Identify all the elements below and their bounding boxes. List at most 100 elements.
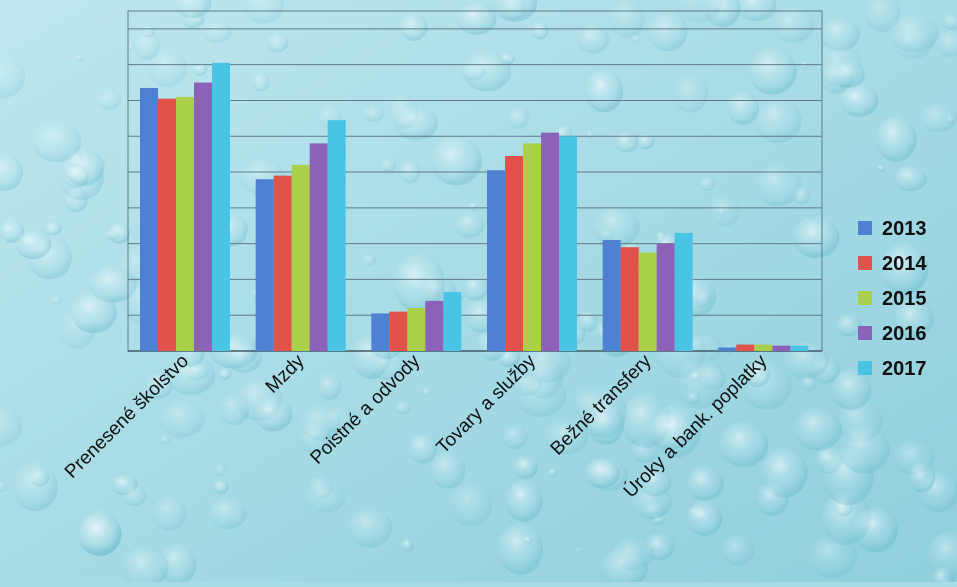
droplet: [832, 369, 872, 410]
droplet: [32, 122, 81, 162]
droplet: [161, 435, 170, 445]
droplet: [648, 11, 687, 51]
droplet: [394, 106, 438, 140]
bar-2015-2: [407, 308, 425, 351]
droplet: [532, 21, 549, 39]
droplet: [836, 314, 862, 337]
droplet: [97, 90, 121, 110]
droplet: [209, 497, 247, 529]
legend-label: 2013: [882, 218, 927, 240]
bar-2014-1: [274, 176, 292, 351]
droplet: [50, 296, 62, 306]
bar-2017-3: [559, 136, 577, 351]
legend-swatch: [858, 361, 872, 375]
legend-swatch: [858, 256, 872, 270]
droplet: [348, 507, 393, 547]
legend-label: 2016: [882, 323, 927, 345]
droplet: [215, 464, 226, 476]
droplet: [686, 467, 723, 501]
bar-2017-5: [790, 346, 808, 351]
bar-2015-3: [523, 143, 541, 351]
droplet: [381, 158, 396, 172]
droplet: [601, 229, 613, 240]
bar-2014-2: [389, 312, 407, 351]
droplet: [422, 387, 432, 397]
droplet: [548, 468, 557, 477]
droplet: [498, 524, 543, 575]
droplet: [400, 14, 428, 41]
droplet: [450, 483, 493, 527]
legend-label: 2014: [882, 253, 927, 275]
droplet: [79, 515, 122, 556]
bar-2014-4: [621, 247, 639, 351]
droplet: [214, 480, 229, 494]
droplet: [13, 461, 58, 511]
droplet: [401, 539, 413, 551]
droplet: [793, 217, 840, 259]
droplet: [74, 55, 83, 62]
droplet: [909, 463, 935, 493]
droplet: [727, 91, 759, 125]
droplet: [748, 48, 797, 94]
droplet: [756, 482, 789, 515]
droplet: [514, 456, 538, 479]
droplet: [306, 483, 346, 513]
droplet: [794, 187, 810, 206]
legend-swatch: [858, 221, 872, 235]
bar-2015-1: [292, 165, 310, 351]
droplet: [267, 33, 289, 53]
bar-2017-0: [212, 63, 230, 351]
bar-2013-3: [487, 170, 505, 351]
bar-2013-1: [256, 179, 274, 351]
droplet: [610, 0, 645, 38]
droplet: [585, 70, 623, 112]
droplet: [794, 408, 842, 450]
legend-swatch: [858, 291, 872, 305]
droplet: [45, 222, 62, 235]
droplet: [125, 43, 135, 51]
droplet: [756, 164, 802, 207]
droplet: [876, 116, 917, 162]
legend-swatch: [858, 326, 872, 340]
bar-2014-5: [736, 345, 754, 351]
droplet: [506, 480, 543, 522]
droplet: [108, 223, 130, 244]
bar-2016-1: [310, 143, 328, 351]
droplet: [892, 25, 934, 59]
droplet: [202, 21, 231, 43]
droplet: [585, 458, 620, 488]
bar-2017-2: [443, 292, 461, 351]
droplet: [631, 35, 641, 44]
droplet: [63, 165, 89, 188]
bar-2013-0: [140, 88, 158, 351]
droplet: [317, 373, 341, 400]
bar-2016-0: [194, 83, 212, 351]
droplet: [219, 393, 249, 425]
droplet: [152, 496, 186, 531]
droplet: [363, 106, 385, 122]
droplet: [123, 486, 147, 506]
droplet: [457, 3, 496, 34]
droplet: [30, 468, 50, 486]
bar-2015-5: [754, 345, 772, 351]
droplet: [612, 538, 654, 570]
droplet: [71, 291, 117, 333]
bar-2016-2: [425, 301, 443, 351]
droplet: [720, 422, 769, 467]
droplet: [722, 535, 755, 566]
droplet: [772, 7, 815, 43]
bar-2015-0: [176, 97, 194, 351]
droplet: [468, 202, 477, 210]
droplet: [673, 74, 708, 113]
droplet: [575, 547, 583, 554]
droplet: [893, 166, 927, 192]
droplet: [141, 25, 155, 38]
droplet: [687, 501, 722, 536]
droplet: [499, 53, 515, 65]
droplet: [586, 131, 594, 139]
droplet: [920, 104, 957, 132]
droplet: [700, 177, 715, 191]
droplet: [408, 433, 437, 464]
